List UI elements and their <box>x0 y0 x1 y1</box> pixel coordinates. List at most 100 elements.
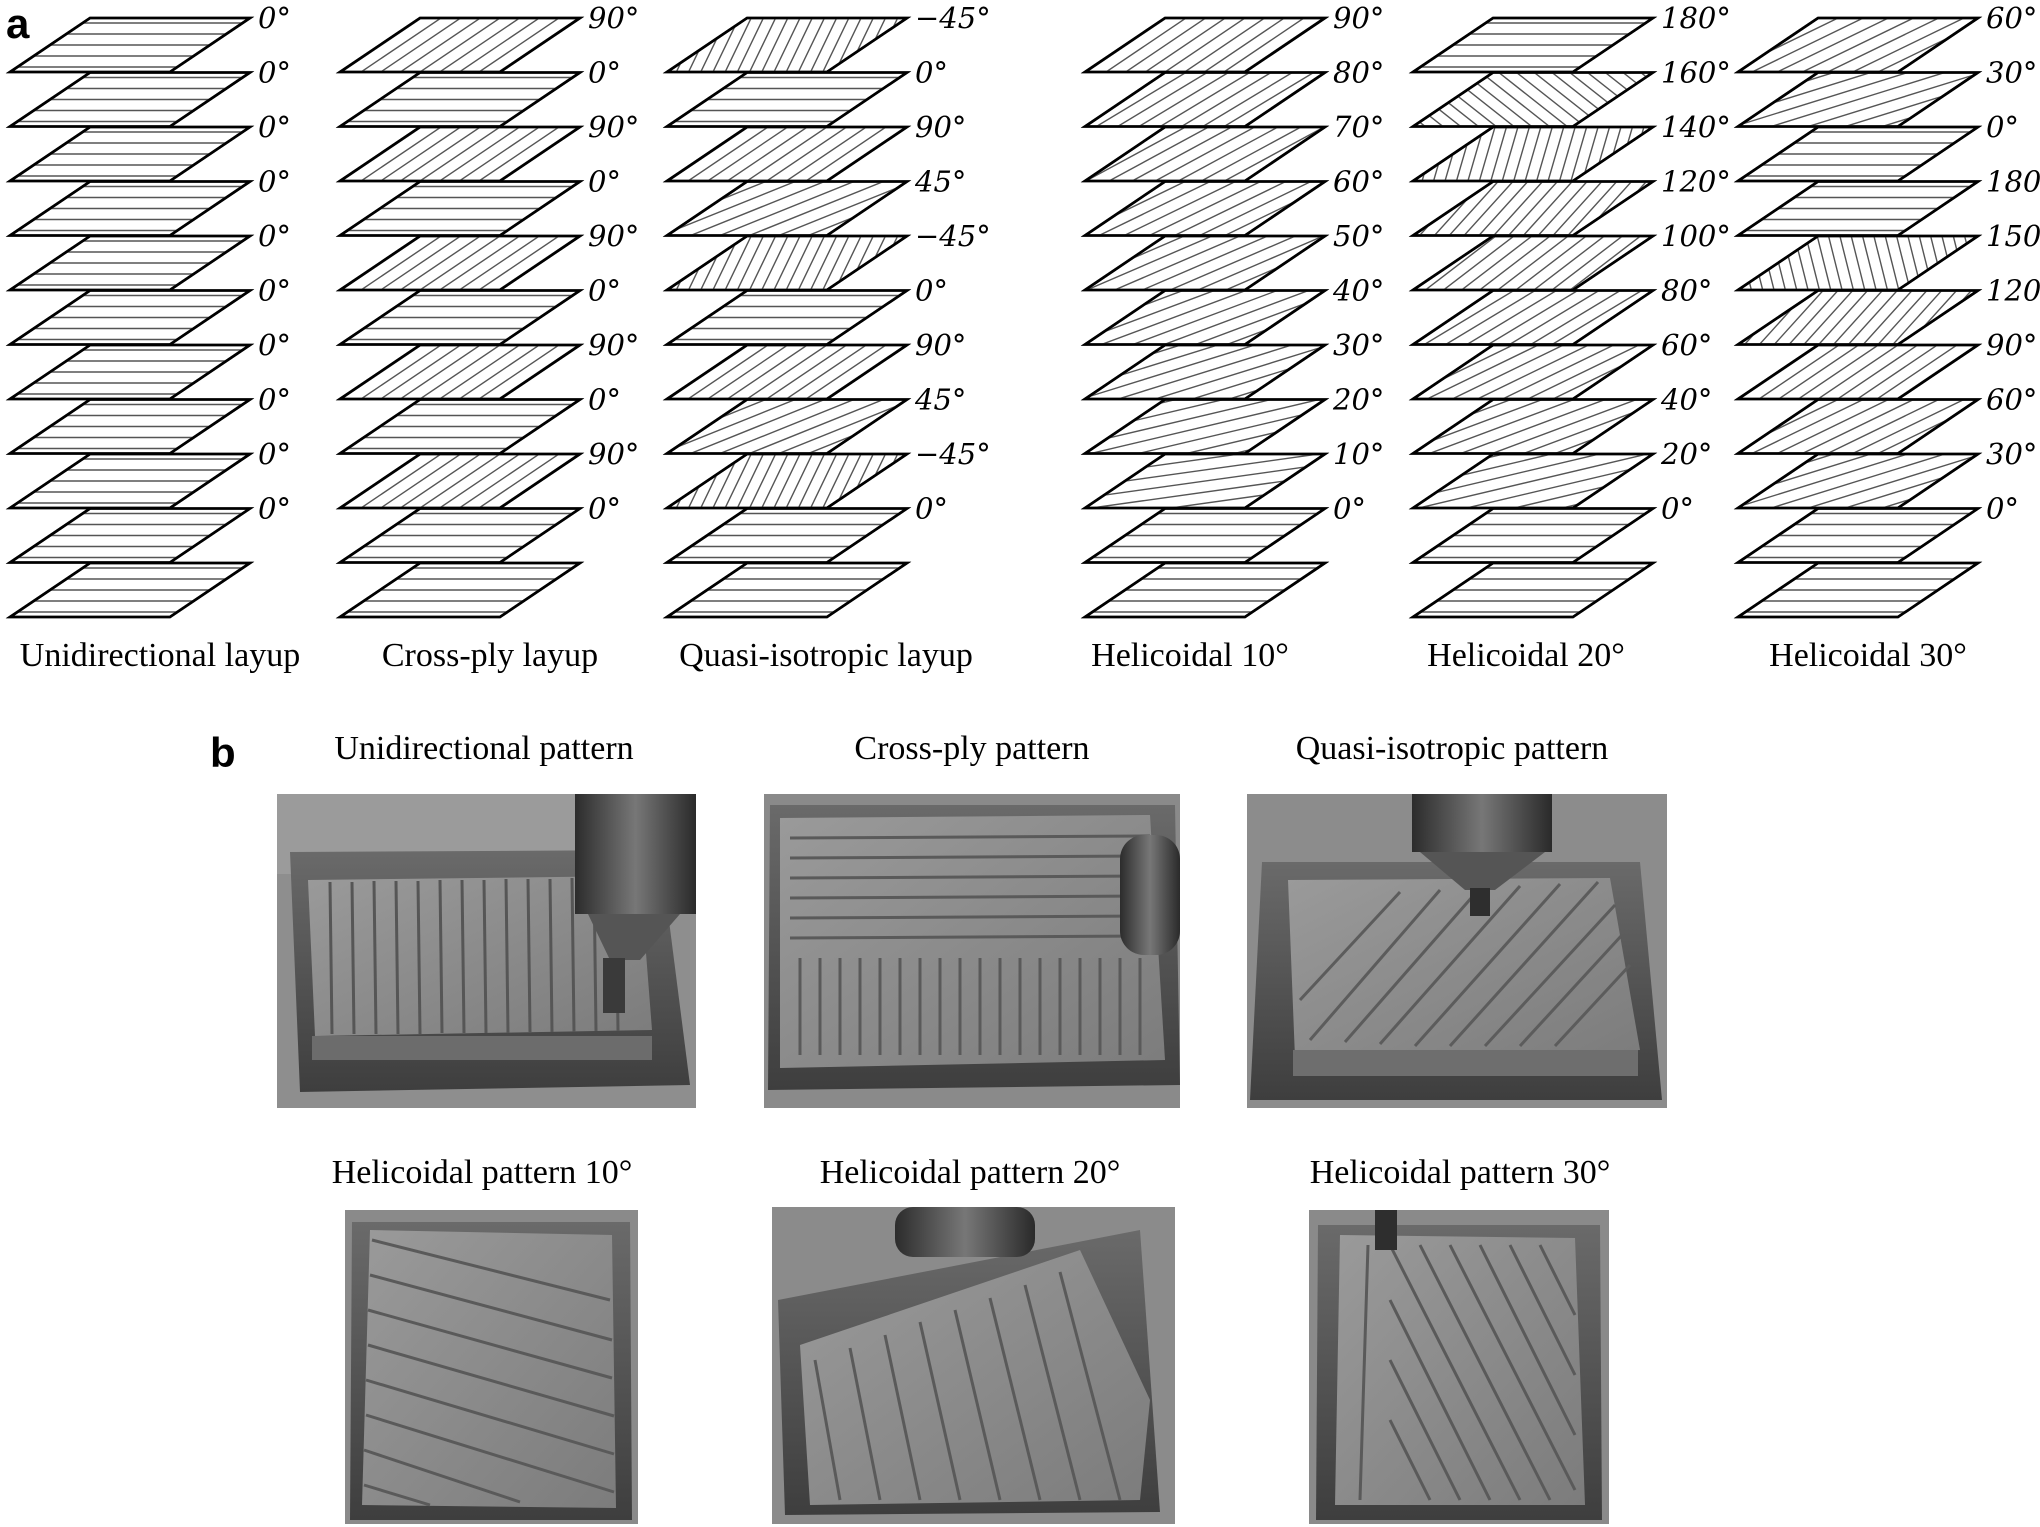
ply-fibers <box>1085 512 1325 559</box>
ply <box>1733 16 1983 74</box>
ply <box>1733 180 1983 237</box>
ply-fibers <box>10 131 250 177</box>
ply-angle-label: 90° <box>915 110 966 144</box>
ply-angle-label: 10° <box>1333 437 1384 471</box>
ply <box>662 289 912 346</box>
ply-angle-label: 0° <box>915 492 948 526</box>
ply <box>662 125 912 183</box>
ply-fibers <box>1738 454 1978 508</box>
ply-angle-label: 150° <box>1986 219 2040 253</box>
ply-fibers <box>1085 236 1325 290</box>
ply <box>1733 125 1983 183</box>
ply-angle-label: 60° <box>1986 383 2037 417</box>
ply-fibers <box>10 349 250 395</box>
ply <box>335 452 585 510</box>
ply-fibers <box>1413 567 1653 613</box>
ply-fibers <box>667 345 907 399</box>
ply <box>1733 507 1983 564</box>
ply-fibers <box>1085 345 1325 399</box>
ply-fibers <box>10 185 250 232</box>
ply-fibers <box>1413 399 1653 454</box>
ply-fibers <box>1738 512 1978 559</box>
layup-captions: Unidirectional layup Cross-ply layup Qua… <box>20 637 1967 674</box>
ply <box>335 71 585 128</box>
ply-fibers <box>340 403 580 450</box>
ply-angle-label: −45° <box>915 219 991 253</box>
ply-fibers <box>340 567 580 613</box>
photo-quasi-isotropic <box>1247 794 1667 1108</box>
ply-fibers <box>1085 290 1325 345</box>
layup-stack: 90° 0° 90° 0° 90° 0° 90° 0° 90° 0° <box>335 1 639 619</box>
ply-fibers <box>667 76 907 123</box>
ply <box>1733 289 1983 346</box>
ply-angle-label: 180° <box>1986 165 2040 199</box>
ply-fibers <box>1738 345 1978 399</box>
ply-fibers <box>1738 18 1978 72</box>
ply <box>662 561 912 619</box>
ply-angle-label: −45° <box>915 1 991 35</box>
ply-angle-label: 60° <box>1661 328 1712 362</box>
ply-angle-label: 160° <box>1661 56 1731 90</box>
ply-angle-label: 90° <box>588 110 639 144</box>
ply-fibers <box>340 76 580 123</box>
ply-fibers <box>1085 454 1325 508</box>
ply-fibers <box>340 185 580 232</box>
ply <box>5 343 255 401</box>
photo-title-helicoidal-20: Helicoidal pattern 20° <box>820 1154 1121 1191</box>
ply <box>1080 180 1330 237</box>
ply <box>1733 71 1983 128</box>
ply-fibers <box>1738 567 1978 613</box>
ply-angle-label: 0° <box>1986 110 2019 144</box>
ply <box>335 561 585 619</box>
ply-fibers <box>667 567 907 613</box>
ply <box>335 289 585 346</box>
ply <box>1408 343 1658 401</box>
ply-angle-label: 0° <box>588 56 621 90</box>
photo-helicoidal-10 <box>345 1210 638 1524</box>
layup-stacks: 0° 0° 0° 0° 0° 0° 0° 0° 0° 0° 90° 0° 90° 0° 90° 0° 90° 0°… <box>5 1 2040 619</box>
ply-fibers <box>1413 512 1653 559</box>
panel-b-letter: b <box>210 729 236 776</box>
ply-fibers <box>340 236 580 290</box>
ply-fibers <box>667 512 907 559</box>
ply-fibers <box>340 345 580 399</box>
ply-angle-label: 45° <box>914 383 966 417</box>
layup-stack: −45° 0° 90° 45° −45° 0° 90° 45° −45° 0° <box>662 1 991 619</box>
ply-angle-label: 40° <box>1332 274 1384 308</box>
ply-angle-label: 120° <box>1986 274 2040 308</box>
ply-angle-label: 45° <box>914 165 966 199</box>
ply-angle-label: 90° <box>588 219 639 253</box>
ply-angle-label: 90° <box>915 328 966 362</box>
ply-fibers <box>1085 399 1325 454</box>
ply <box>5 125 255 183</box>
ply-angle-label: 0° <box>258 110 291 144</box>
ply-fibers <box>667 399 907 454</box>
ply <box>5 561 255 619</box>
layup-caption-helicoidal-30: Helicoidal 30° <box>1769 637 1967 674</box>
ply <box>1080 343 1330 401</box>
ply-angle-label: 0° <box>258 383 291 417</box>
ply <box>5 398 255 455</box>
ply-fibers <box>1413 345 1653 399</box>
ply-angle-label: 100° <box>1661 219 1731 253</box>
layup-caption-cross-ply: Cross-ply layup <box>382 637 598 674</box>
photo-title-cross-ply: Cross-ply pattern <box>854 730 1089 767</box>
layup-caption-quasi-isotropic: Quasi-isotropic layup <box>679 637 973 674</box>
ply <box>662 71 912 128</box>
ply <box>1080 561 1330 619</box>
ply-angle-label: 80° <box>1333 56 1384 90</box>
ply-fibers <box>340 127 580 181</box>
ply-angle-label: 0° <box>588 492 621 526</box>
ply-angle-label: 60° <box>1333 165 1384 199</box>
ply-angle-label: 0° <box>1333 492 1366 526</box>
ply <box>1080 289 1330 346</box>
photo-title-quasi-isotropic: Quasi-isotropic pattern <box>1296 730 1609 767</box>
ply-fibers <box>1738 290 1978 345</box>
ply-angle-label: 30° <box>1333 328 1384 362</box>
ply <box>1080 452 1330 510</box>
ply-angle-label: 0° <box>258 437 291 471</box>
ply-angle-label: 0° <box>258 1 291 35</box>
ply <box>5 507 255 564</box>
ply-angle-label: 20° <box>1332 383 1384 417</box>
